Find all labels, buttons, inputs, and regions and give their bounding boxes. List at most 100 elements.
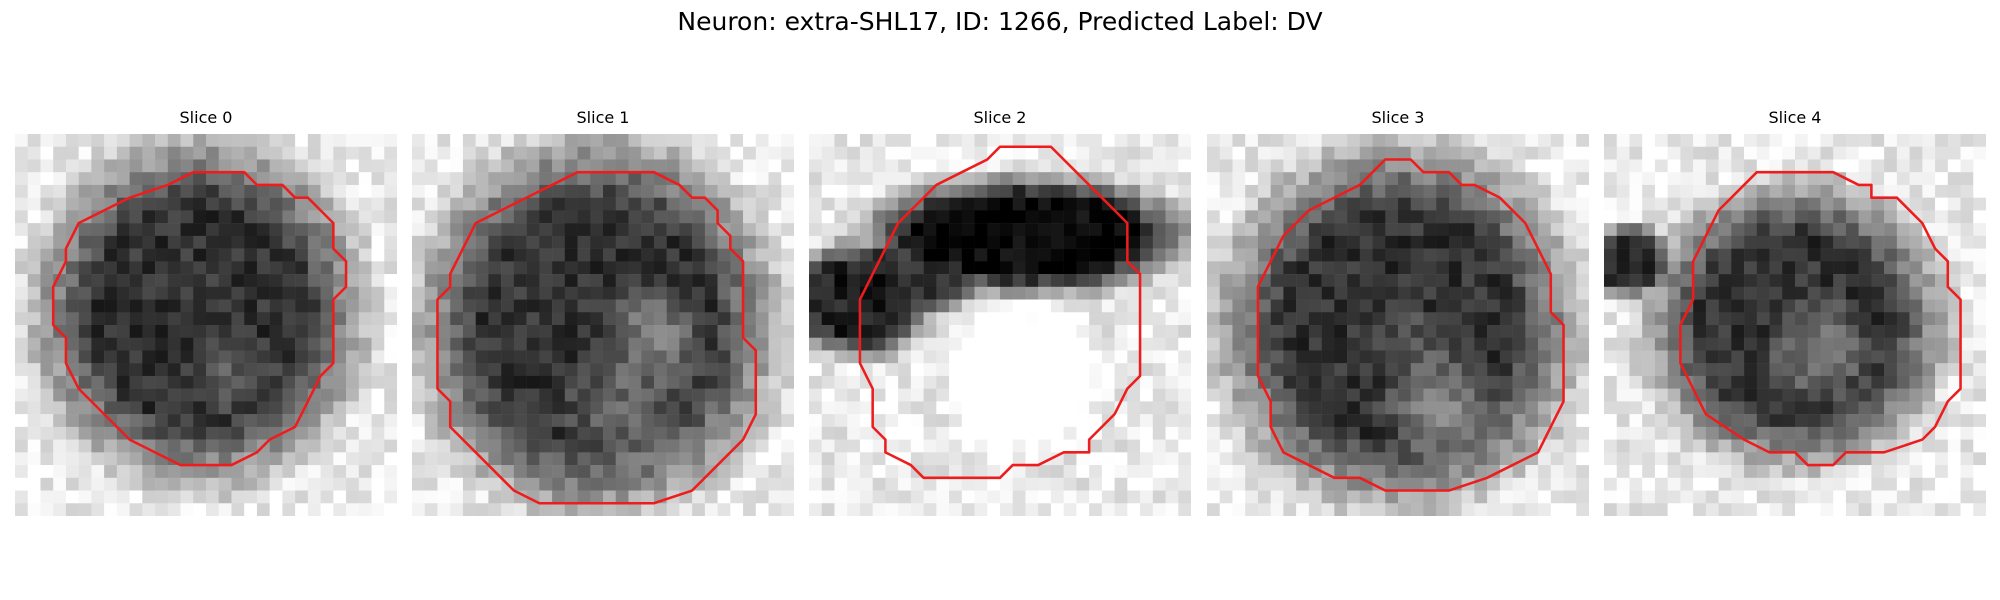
image-pixel — [1487, 401, 1501, 415]
image-pixel — [78, 299, 92, 313]
image-pixel — [142, 274, 156, 288]
image-pixel — [462, 426, 476, 440]
image-pixel — [142, 465, 156, 479]
image-pixel — [1257, 223, 1271, 237]
image-pixel — [1858, 465, 1872, 479]
image-pixel — [526, 401, 540, 415]
image-pixel — [218, 286, 232, 300]
image-pixel — [1845, 210, 1859, 224]
image-pixel — [1152, 146, 1166, 160]
image-pixel — [1731, 337, 1745, 351]
image-pixel — [450, 490, 464, 504]
image-pixel — [564, 286, 578, 300]
image-pixel — [1654, 477, 1668, 491]
image-pixel — [1731, 172, 1745, 186]
image-pixel — [384, 134, 397, 147]
image-pixel — [1845, 146, 1859, 160]
image-pixel — [666, 286, 680, 300]
image-pixel — [1731, 388, 1745, 402]
image-pixel — [526, 274, 540, 288]
image-pixel — [1127, 286, 1141, 300]
image-pixel — [1410, 337, 1424, 351]
image-pixel — [180, 452, 194, 466]
image-pixel — [40, 363, 54, 377]
image-pixel — [1654, 325, 1668, 338]
image-pixel — [1973, 337, 1986, 351]
image-pixel — [1871, 299, 1885, 313]
image-pixel — [1718, 388, 1732, 402]
image-pixel — [768, 363, 782, 377]
image-pixel — [27, 465, 41, 479]
image-pixel — [1654, 490, 1668, 504]
image-pixel — [358, 477, 372, 491]
image-pixel — [1372, 299, 1386, 313]
image-pixel — [307, 286, 321, 300]
image-pixel — [65, 426, 79, 440]
image-pixel — [717, 325, 731, 338]
image-pixel — [1756, 248, 1770, 262]
image-pixel — [1245, 452, 1259, 466]
image-pixel — [1922, 452, 1936, 466]
image-pixel — [78, 490, 92, 504]
image-pixel — [1385, 159, 1399, 173]
image-pixel — [641, 197, 655, 211]
image-pixel — [552, 312, 566, 326]
image-pixel — [15, 146, 28, 160]
image-pixel — [1820, 375, 1834, 389]
image-pixel — [384, 465, 397, 479]
image-pixel — [961, 452, 975, 466]
image-pixel — [346, 261, 360, 275]
image-pixel — [1807, 261, 1821, 275]
image-pixel — [704, 223, 718, 237]
image-pixel — [1423, 146, 1437, 160]
image-pixel — [974, 401, 988, 415]
image-pixel — [1858, 312, 1872, 326]
image-pixel — [1563, 261, 1577, 275]
image-pixel — [1165, 426, 1179, 440]
image-pixel — [1629, 146, 1643, 160]
image-pixel — [1334, 235, 1348, 249]
image-pixel — [1538, 210, 1552, 224]
image-pixel — [1461, 490, 1475, 504]
image-pixel — [834, 223, 848, 237]
image-pixel — [1448, 210, 1462, 224]
image-pixel — [1219, 274, 1233, 288]
image-pixel — [501, 490, 515, 504]
image-pixel — [1833, 299, 1847, 313]
image-pixel — [488, 375, 502, 389]
image-pixel — [539, 477, 553, 491]
image-pixel — [412, 465, 425, 479]
image-pixel — [730, 477, 744, 491]
image-pixel — [743, 388, 757, 402]
image-pixel — [552, 248, 566, 262]
image-pixel — [1858, 439, 1872, 453]
image-pixel — [539, 388, 553, 402]
image-pixel — [155, 197, 169, 211]
image-pixel — [1576, 172, 1589, 186]
image-pixel — [1207, 426, 1220, 440]
image-pixel — [1896, 465, 1910, 479]
image-pixel — [320, 159, 334, 173]
image-pixel — [1667, 146, 1681, 160]
image-pixel — [1718, 235, 1732, 249]
image-pixel — [40, 388, 54, 402]
image-pixel — [1038, 414, 1052, 428]
image-pixel — [155, 248, 169, 262]
image-pixel — [717, 235, 731, 249]
image-pixel — [1909, 134, 1923, 147]
image-pixel — [590, 197, 604, 211]
image-pixel — [1782, 388, 1796, 402]
image-pixel — [1782, 159, 1796, 173]
image-pixel — [424, 210, 438, 224]
image-pixel — [1642, 490, 1656, 504]
image-pixel — [1038, 439, 1052, 453]
image-pixel — [116, 490, 130, 504]
image-pixel — [295, 235, 309, 249]
image-pixel — [1257, 503, 1271, 516]
image-pixel — [1025, 388, 1039, 402]
image-pixel — [1795, 477, 1808, 491]
image-pixel — [1423, 223, 1437, 237]
image-pixel — [116, 325, 130, 338]
image-pixel — [78, 197, 92, 211]
image-pixel — [641, 414, 655, 428]
